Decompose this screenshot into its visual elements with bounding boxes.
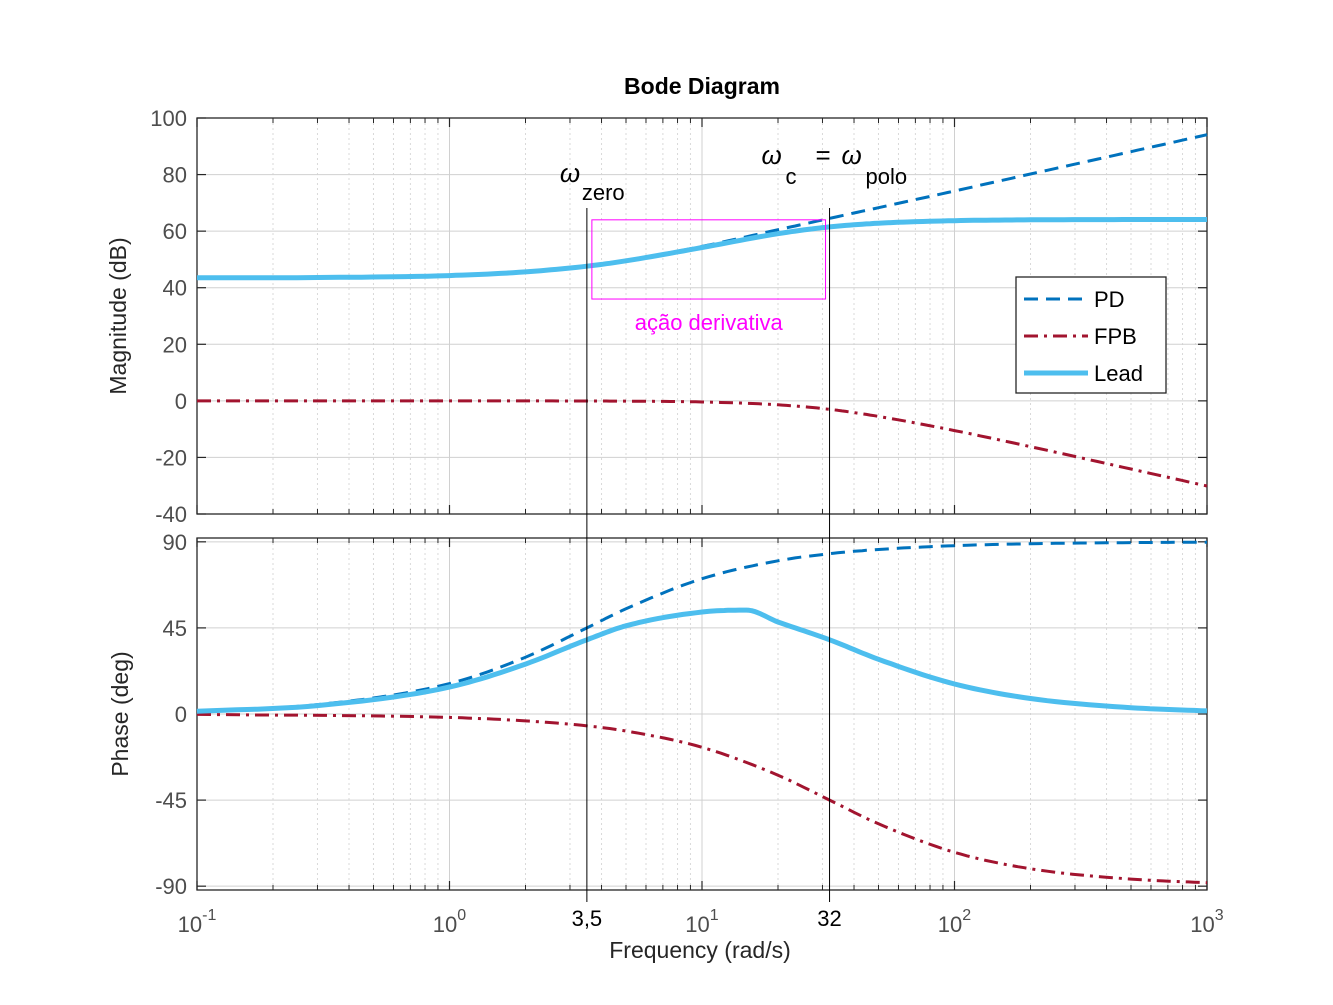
legend-label-fpb: FPB xyxy=(1094,324,1137,349)
phase-y-tick-label: -45 xyxy=(155,788,187,813)
phase-y-tick-label: 0 xyxy=(175,702,187,727)
phase-series-lead xyxy=(196,607,1208,714)
omega-c-symbol: ω xyxy=(762,140,782,170)
omega-zero-annotation: ω zero xyxy=(560,158,625,205)
derivative-action-box xyxy=(591,219,827,300)
legend-label-pd: PD xyxy=(1094,287,1125,312)
x-tick-exponent: 1 xyxy=(710,907,719,924)
phase-y-tick-label: 90 xyxy=(163,530,187,555)
phase-y-tick-label: -90 xyxy=(155,874,187,899)
magnitude-y-tick-label: 100 xyxy=(150,106,187,131)
omega-polo-symbol: ω xyxy=(842,140,862,170)
omega-zero-symbol: ω xyxy=(560,158,580,188)
x-tick-base: 10 xyxy=(1190,912,1214,937)
x-tick-exponent: 2 xyxy=(962,907,971,924)
grid-layer xyxy=(196,117,1208,890)
phase-series-pd xyxy=(196,540,1207,713)
phase-series-fpb xyxy=(196,712,1208,885)
omega-polo-subscript: polo xyxy=(866,164,908,189)
magnitude-y-tick-label: 40 xyxy=(163,276,187,301)
magnitude-series-lead xyxy=(197,217,1207,281)
x-tick-base: 10 xyxy=(433,912,457,937)
x-tick-exponent: -1 xyxy=(202,907,216,924)
x-tick-label: 102 xyxy=(938,907,971,937)
legend-label-lead: Lead xyxy=(1094,361,1143,386)
legend-box xyxy=(1015,276,1167,394)
x-tick-label: 101 xyxy=(685,907,718,937)
x-tick-base: 10 xyxy=(685,912,709,937)
x-tick-exponent: 3 xyxy=(1215,907,1224,924)
omega-c-subscript: c xyxy=(786,164,797,189)
magnitude-axis-label: Magnitude (dB) xyxy=(105,237,131,394)
extra-x-tick-label: 32 xyxy=(817,906,841,931)
annotation-layer: ação derivativa ω zero ω c = ω polo xyxy=(560,140,907,902)
series-layer xyxy=(196,133,1208,885)
x-tick-exponent: 0 xyxy=(457,907,466,924)
chart-title: Bode Diagram xyxy=(624,73,780,99)
x-tick-label: 100 xyxy=(433,907,466,937)
magnitude-series-fpb xyxy=(197,399,1208,488)
x-tick-label: 10-1 xyxy=(178,907,217,937)
legend: PD FPB Lead xyxy=(1015,276,1167,394)
phase-axis-label: Phase (deg) xyxy=(107,651,133,776)
omega-equals-sign: = xyxy=(816,140,831,170)
extra-x-tick-label: 3,5 xyxy=(572,906,603,931)
x-tick-base: 10 xyxy=(938,912,962,937)
magnitude-y-tick-label: 80 xyxy=(163,163,187,188)
derivative-action-label: ação derivativa xyxy=(635,310,784,335)
phase-y-tick-label: 45 xyxy=(163,616,187,641)
magnitude-y-tick-label: 0 xyxy=(175,389,187,414)
omega-zero-subscript: zero xyxy=(582,180,625,205)
magnitude-y-tick-label: -40 xyxy=(155,502,187,527)
x-axis-label: Frequency (rad/s) xyxy=(609,937,791,963)
magnitude-y-tick-label: -20 xyxy=(155,445,187,470)
omega-c-annotation: ω c = ω polo xyxy=(762,140,908,189)
x-tick-label: 103 xyxy=(1190,907,1223,937)
magnitude-y-tick-label: 60 xyxy=(163,219,187,244)
magnitude-y-tick-label: 20 xyxy=(163,332,187,357)
x-tick-base: 10 xyxy=(178,912,202,937)
